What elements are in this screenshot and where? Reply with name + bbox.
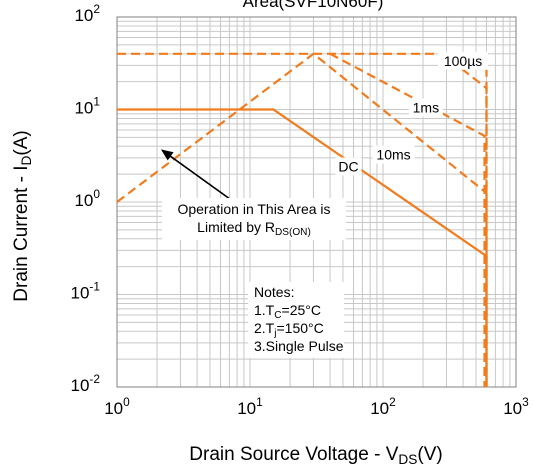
- x-axis-label-main: Drain Source Voltage - V: [189, 444, 398, 465]
- y-axis-label-sub: D: [19, 156, 34, 166]
- x-tick-exponent: 2: [389, 395, 396, 409]
- notes-background: [248, 282, 344, 358]
- series-label: 100µs: [444, 53, 482, 69]
- notes-line-2-main: 2.T: [254, 320, 275, 336]
- series-line-10ms: [116, 52, 488, 387]
- notes-line-3: 3.Single Pulse: [254, 338, 344, 354]
- x-tick-base: 10: [503, 399, 522, 418]
- x-tick-base: 10: [237, 399, 256, 418]
- y-axis-label-main: Drain Current - I: [11, 166, 32, 302]
- y-tick-base: 10: [71, 284, 90, 303]
- series-label: DC: [338, 159, 358, 175]
- operation-area-annotation: Operation in This Area is Limited by RDS…: [160, 149, 346, 240]
- notes-line-1-sub: C: [274, 310, 281, 321]
- chart-title: Area(SVF10N60F): [243, 0, 384, 11]
- y-tick-exponent: 1: [93, 95, 100, 109]
- y-axis-label-tail: (A): [11, 130, 32, 155]
- annotation-box: [162, 198, 346, 240]
- x-tick-label: 102: [370, 395, 396, 418]
- y-tick-exponent: -2: [89, 372, 100, 386]
- series-label: 10ms: [376, 147, 410, 163]
- x-tick-label: 101: [237, 395, 263, 418]
- y-tick-label: 101: [74, 95, 100, 118]
- series-label-bg: [335, 157, 362, 176]
- notes-line-1: 1.TC=25°C: [254, 302, 321, 321]
- y-tick-label: 102: [74, 2, 100, 25]
- notes-title: Notes:: [254, 284, 294, 300]
- y-tick-exponent: -1: [89, 280, 100, 294]
- x-tick-base: 10: [370, 399, 389, 418]
- notes-line-1-main: 1.T: [254, 302, 275, 318]
- y-tick-base: 10: [71, 376, 90, 395]
- y-axis-label: Drain Current - ID(A): [11, 130, 34, 301]
- notes-line-2-tail: =150°C: [276, 320, 323, 336]
- annotation-line-2-sub: DS(ON): [275, 227, 311, 238]
- y-tick-base: 10: [74, 191, 93, 210]
- series-label-bg: [372, 145, 415, 164]
- y-tick-label: 10-1: [71, 280, 101, 303]
- x-tick-base: 10: [104, 399, 123, 418]
- y-tick-label: 100: [74, 187, 100, 210]
- x-tick-label: 100: [104, 395, 130, 418]
- x-tick-exponent: 1: [256, 395, 263, 409]
- y-tick-base: 10: [74, 6, 93, 25]
- annotation-line-1: Operation in This Area is: [177, 201, 330, 217]
- series-line-1ms: [329, 52, 486, 387]
- y-tick-label: 10-2: [71, 372, 101, 395]
- series-label-bg: [408, 98, 443, 117]
- x-tick-labels: 100 101 102 103: [104, 395, 529, 418]
- x-axis-label-sub: DS: [398, 452, 417, 467]
- y-tick-exponent: 0: [93, 187, 100, 201]
- x-tick-exponent: 0: [123, 395, 130, 409]
- series-layer: 100µs 1ms 10ms DC: [116, 51, 489, 387]
- notes-box: Notes: 1.TC=25°C 2.Tj=150°C 3.Single Pul…: [248, 282, 344, 358]
- x-tick-exponent: 3: [522, 395, 529, 409]
- series-label: 1ms: [413, 100, 439, 116]
- annotation-line-2-main: Limited by R: [197, 219, 275, 235]
- y-tick-exponent: 2: [93, 2, 100, 16]
- x-axis-label: Drain Source Voltage - VDS(V): [189, 444, 442, 467]
- notes-line-1-tail: =25°C: [282, 302, 321, 318]
- annotation-line-2: Limited by RDS(ON): [197, 219, 311, 238]
- x-axis-label-tail: (V): [417, 444, 442, 465]
- series-label-bg: [438, 51, 489, 70]
- x-tick-label: 103: [503, 395, 529, 418]
- y-tick-base: 10: [74, 99, 93, 118]
- notes-line-2: 2.Tj=150°C: [254, 320, 324, 339]
- series-line-100s: [117, 52, 488, 387]
- notes-line-2-sub: j: [273, 328, 276, 339]
